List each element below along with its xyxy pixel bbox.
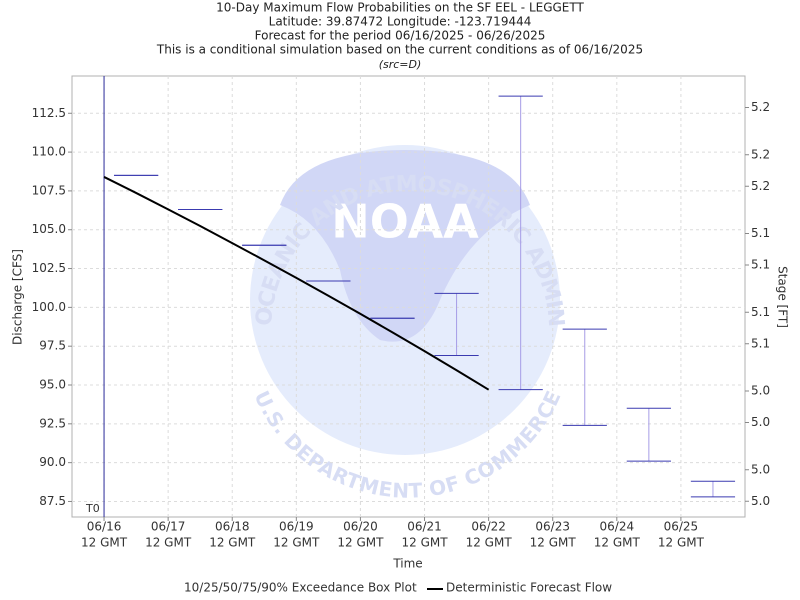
y2-tick-label: 5.0 [751,384,770,398]
x-tick-label: 06/23 [535,520,570,534]
x-tick-label: 06/18 [215,520,250,534]
x-tick-label: 12 GMT [145,536,192,550]
subtitle: Forecast for the period 06/16/2025 - 06/… [255,29,546,43]
y-tick-label: 95.0 [39,378,66,392]
x-tick-label: 06/24 [600,520,635,534]
x-tick-label: 12 GMT [466,536,513,550]
y2-tick-label: 5.2 [751,100,770,114]
y2-tick-label: 5.1 [751,336,770,350]
x-tick-label: 06/25 [664,520,699,534]
y2-tick-label: 5.2 [751,179,770,193]
y-axis-label: Discharge [CFS] [11,249,25,345]
y-tick-label: 97.5 [39,339,66,353]
y-tick-label: 90.0 [39,455,66,469]
legend-label: 10/25/50/75/90% Exceedance Box Plot [184,581,417,595]
subtitle: Latitude: 39.87472 Longitude: -123.71944… [269,15,532,29]
x-tick-label: 12 GMT [594,536,641,550]
y2-tick-label: 5.1 [751,305,770,319]
forecast-line [103,176,490,391]
x-tick-label: 06/19 [279,520,314,534]
y-tick-label: 87.5 [39,494,66,508]
y-tick-label: 92.5 [39,416,66,430]
y2-tick-label: 5.2 [751,147,770,161]
legend-label: Deterministic Forecast Flow [446,581,612,595]
source-note: (src=D) [379,58,422,71]
x-tick-label: 06/22 [471,520,506,534]
x-tick-label: 06/17 [151,520,186,534]
x-tick-label: 12 GMT [209,536,256,550]
x-tick-label: 12 GMT [401,536,448,550]
logo-bird [280,150,530,342]
x-tick-label: 06/20 [343,520,378,534]
y2-axis-label: Stage [FT] [776,266,790,328]
logo-text: NOAA [331,195,479,249]
plot-frame [71,75,746,518]
legend: 10/25/50/75/90% Exceedance Box Plot Deter… [184,581,612,595]
x-tick-label: 06/16 [87,520,122,534]
y-tick-label: 100.0 [32,300,66,314]
x-tick-label: 12 GMT [81,536,128,550]
subtitle: This is a conditional simulation based o… [156,43,643,57]
y2-tick-label: 5.1 [751,258,770,272]
x-axis-label: Time [392,557,422,571]
x-tick-label: 12 GMT [337,536,384,550]
x-tick-label: 12 GMT [273,536,320,550]
x-tick-label: 12 GMT [530,536,577,550]
y2-tick-label: 5.0 [751,462,770,476]
y-tick-label: 107.5 [32,183,66,197]
t0-label: T0 [85,502,100,515]
y-tick-label: 110.0 [32,145,66,159]
x-tick-label: 12 GMT [658,536,705,550]
chart-title: 10-Day Maximum Flow Probabilities on the… [216,1,584,15]
y2-tick-label: 5.0 [751,494,770,508]
y-tick-label: 102.5 [32,261,66,275]
y2-tick-label: 5.0 [751,415,770,429]
y2-tick-label: 5.1 [751,226,770,240]
x-tick-label: 06/21 [407,520,442,534]
y-tick-label: 112.5 [32,106,66,120]
y-tick-label: 105.0 [32,222,66,236]
